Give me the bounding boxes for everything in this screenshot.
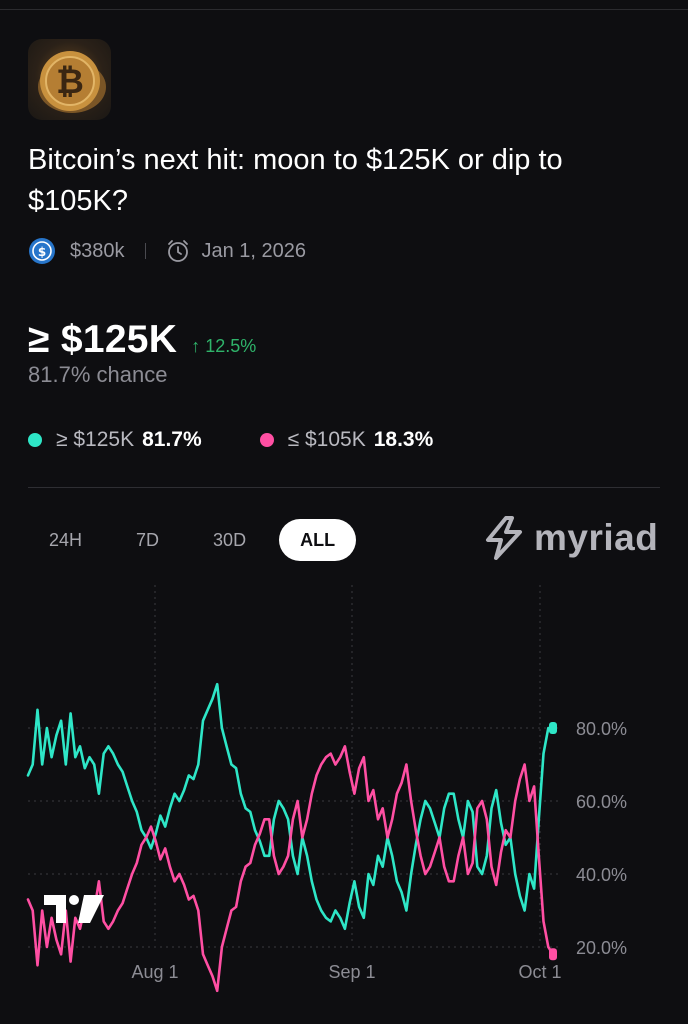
range-7d-button[interactable]: 7D xyxy=(136,530,160,550)
tradingview-logo xyxy=(44,895,104,923)
market-meta: $ $380k Jan 1, 2026 xyxy=(28,236,306,266)
volume-text: $380k xyxy=(70,239,125,262)
outcome-label: ≥ $125K xyxy=(28,318,178,361)
legend-dot-pink xyxy=(259,433,274,447)
bitcoin-coin-icon: ₿ xyxy=(38,51,106,113)
market-title: Bitcoin’s next hit: moon to $125K or dip… xyxy=(28,144,563,217)
chance-text: 81.7% chance xyxy=(28,362,168,387)
x-tick-label: Sep 1 xyxy=(328,962,375,982)
range-30d-button[interactable]: 30D xyxy=(213,530,247,550)
top-divider xyxy=(0,9,688,10)
brand-wordmark: myriad xyxy=(534,517,659,558)
range-all-button[interactable]: ALL xyxy=(279,519,357,561)
time-range-selector: 24H 7D 30D ALL xyxy=(28,519,368,561)
legend-item-2: ≤ $105K 18.3% xyxy=(259,428,434,452)
legend-label: ≥ $125K xyxy=(56,428,135,451)
y-tick-label: 80.0% xyxy=(576,719,627,739)
myriad-logo: myriad xyxy=(484,516,658,560)
outcome-legend: ≥ $125K 81.7% ≤ $105K 18.3% xyxy=(28,428,433,452)
series-end-marker xyxy=(549,722,557,734)
x-tick-label: Oct 1 xyxy=(518,962,561,982)
range-24h-button[interactable]: 24H xyxy=(49,530,83,550)
meta-separator xyxy=(144,243,146,259)
probability-chart[interactable]: 20.0% 40.0% 60.0% 80.0% Aug 1 Sep 1 Oct 1 xyxy=(0,580,688,1000)
legend-label: ≤ $105K xyxy=(287,428,366,451)
series-line xyxy=(26,745,555,993)
series-line xyxy=(26,682,555,931)
legend-value: 81.7% xyxy=(142,428,202,451)
leading-outcome: ≥ $125K ↑ 12.5% xyxy=(28,318,256,362)
svg-text:₿: ₿ xyxy=(56,62,84,102)
y-tick-label: 20.0% xyxy=(576,938,627,958)
legend-value: 18.3% xyxy=(373,428,434,451)
x-tick-label: Aug 1 xyxy=(131,962,178,982)
section-divider xyxy=(28,487,660,488)
market-thumbnail[interactable]: ₿ xyxy=(28,39,111,120)
svg-text:$: $ xyxy=(38,245,46,259)
end-date-text: Jan 1, 2026 xyxy=(201,239,307,262)
series-end-marker xyxy=(549,948,557,961)
clock-icon xyxy=(167,240,188,262)
change-indicator: ↑ 12.5% xyxy=(191,336,257,356)
y-tick-label: 60.0% xyxy=(576,792,627,812)
usdc-icon: $ xyxy=(29,238,55,264)
legend-dot-teal xyxy=(28,433,42,447)
y-tick-label: 40.0% xyxy=(576,865,627,885)
myriad-bolt-icon xyxy=(486,516,522,560)
